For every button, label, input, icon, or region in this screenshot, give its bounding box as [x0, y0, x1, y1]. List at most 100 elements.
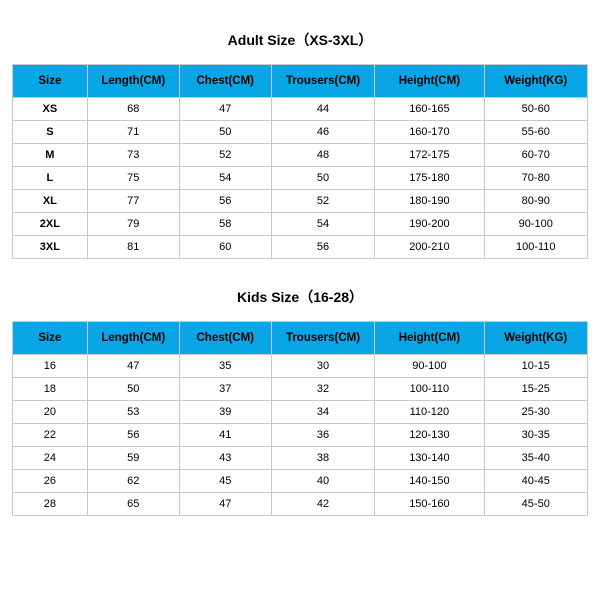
table-cell: 24: [13, 447, 88, 470]
table-cell: 60: [179, 236, 271, 259]
table-cell: 34: [271, 401, 375, 424]
table-cell: 100-110: [375, 378, 484, 401]
table-row: 2XL795854190-20090-100: [13, 213, 588, 236]
table-cell: 70-80: [484, 167, 588, 190]
table-row: XS684744160-16550-60: [13, 98, 588, 121]
table-cell: 41: [179, 424, 271, 447]
table-cell: 36: [271, 424, 375, 447]
table-cell: 100-110: [484, 236, 588, 259]
table-cell: 71: [87, 121, 179, 144]
table-cell: 54: [271, 213, 375, 236]
table-row: 20533934110-12025-30: [13, 401, 588, 424]
table-cell: 47: [179, 493, 271, 516]
table-cell: 25-30: [484, 401, 588, 424]
table-cell: 20: [13, 401, 88, 424]
col-header: Size: [13, 322, 88, 355]
table-cell: 15-25: [484, 378, 588, 401]
col-header: Trousers(CM): [271, 322, 375, 355]
table-cell: 60-70: [484, 144, 588, 167]
table-cell: 190-200: [375, 213, 484, 236]
table-cell: 46: [271, 121, 375, 144]
table-cell: 39: [179, 401, 271, 424]
table-cell: 140-150: [375, 470, 484, 493]
table-cell: 35-40: [484, 447, 588, 470]
table-row: 18503732100-11015-25: [13, 378, 588, 401]
table-cell: 80-90: [484, 190, 588, 213]
adult-body: XS684744160-16550-60S715046160-17055-60M…: [13, 98, 588, 259]
table-cell: 90-100: [375, 355, 484, 378]
table-row: 24594338130-14035-40: [13, 447, 588, 470]
table-cell: 110-120: [375, 401, 484, 424]
adult-size-table: SizeLength(CM)Chest(CM)Trousers(CM)Heigh…: [12, 64, 588, 259]
table-cell: 160-165: [375, 98, 484, 121]
table-row: S715046160-17055-60: [13, 121, 588, 144]
table-row: L755450175-18070-80: [13, 167, 588, 190]
col-header: Length(CM): [87, 65, 179, 98]
table-row: 3XL816056200-210100-110: [13, 236, 588, 259]
table-cell: 62: [87, 470, 179, 493]
table-cell: XL: [13, 190, 88, 213]
table-cell: 45: [179, 470, 271, 493]
col-header: Trousers(CM): [271, 65, 375, 98]
table-cell: 54: [179, 167, 271, 190]
table-cell: 52: [179, 144, 271, 167]
col-header: Weight(KG): [484, 322, 588, 355]
table-cell: 81: [87, 236, 179, 259]
kids-title: Kids Size（16-28）: [12, 287, 588, 307]
table-cell: 47: [87, 355, 179, 378]
table-cell: 40-45: [484, 470, 588, 493]
col-header: Height(CM): [375, 65, 484, 98]
table-cell: 55-60: [484, 121, 588, 144]
col-header: Chest(CM): [179, 322, 271, 355]
table-cell: 30: [271, 355, 375, 378]
table-row: M735248172-17560-70: [13, 144, 588, 167]
col-header: Chest(CM): [179, 65, 271, 98]
table-cell: 130-140: [375, 447, 484, 470]
table-cell: 44: [271, 98, 375, 121]
table-cell: 40: [271, 470, 375, 493]
table-row: 22564136120-13030-35: [13, 424, 588, 447]
col-header: Weight(KG): [484, 65, 588, 98]
table-cell: 59: [87, 447, 179, 470]
table-cell: 172-175: [375, 144, 484, 167]
table-cell: 52: [271, 190, 375, 213]
table-cell: 50: [271, 167, 375, 190]
table-cell: 79: [87, 213, 179, 236]
table-cell: 50-60: [484, 98, 588, 121]
table-cell: 10-15: [484, 355, 588, 378]
table-cell: 42: [271, 493, 375, 516]
table-cell: 26: [13, 470, 88, 493]
table-row: 28654742150-16045-50: [13, 493, 588, 516]
adult-title: Adult Size（XS-3XL）: [12, 30, 588, 50]
table-cell: 65: [87, 493, 179, 516]
table-cell: 43: [179, 447, 271, 470]
table-cell: 90-100: [484, 213, 588, 236]
table-cell: 175-180: [375, 167, 484, 190]
table-row: 1647353090-10010-15: [13, 355, 588, 378]
table-cell: 56: [179, 190, 271, 213]
table-cell: 37: [179, 378, 271, 401]
table-cell: 3XL: [13, 236, 88, 259]
table-cell: 48: [271, 144, 375, 167]
table-cell: M: [13, 144, 88, 167]
col-header: Length(CM): [87, 322, 179, 355]
adult-header-row: SizeLength(CM)Chest(CM)Trousers(CM)Heigh…: [13, 65, 588, 98]
table-cell: 16: [13, 355, 88, 378]
table-cell: L: [13, 167, 88, 190]
table-cell: 180-190: [375, 190, 484, 213]
table-cell: XS: [13, 98, 88, 121]
table-cell: 45-50: [484, 493, 588, 516]
table-cell: 75: [87, 167, 179, 190]
table-cell: 120-130: [375, 424, 484, 447]
table-cell: 58: [179, 213, 271, 236]
table-cell: 77: [87, 190, 179, 213]
table-cell: 50: [87, 378, 179, 401]
table-cell: 2XL: [13, 213, 88, 236]
table-row: XL775652180-19080-90: [13, 190, 588, 213]
col-header: Size: [13, 65, 88, 98]
table-cell: 47: [179, 98, 271, 121]
table-cell: 68: [87, 98, 179, 121]
table-cell: 50: [179, 121, 271, 144]
table-cell: 160-170: [375, 121, 484, 144]
kids-body: 1647353090-10010-1518503732100-11015-252…: [13, 355, 588, 516]
